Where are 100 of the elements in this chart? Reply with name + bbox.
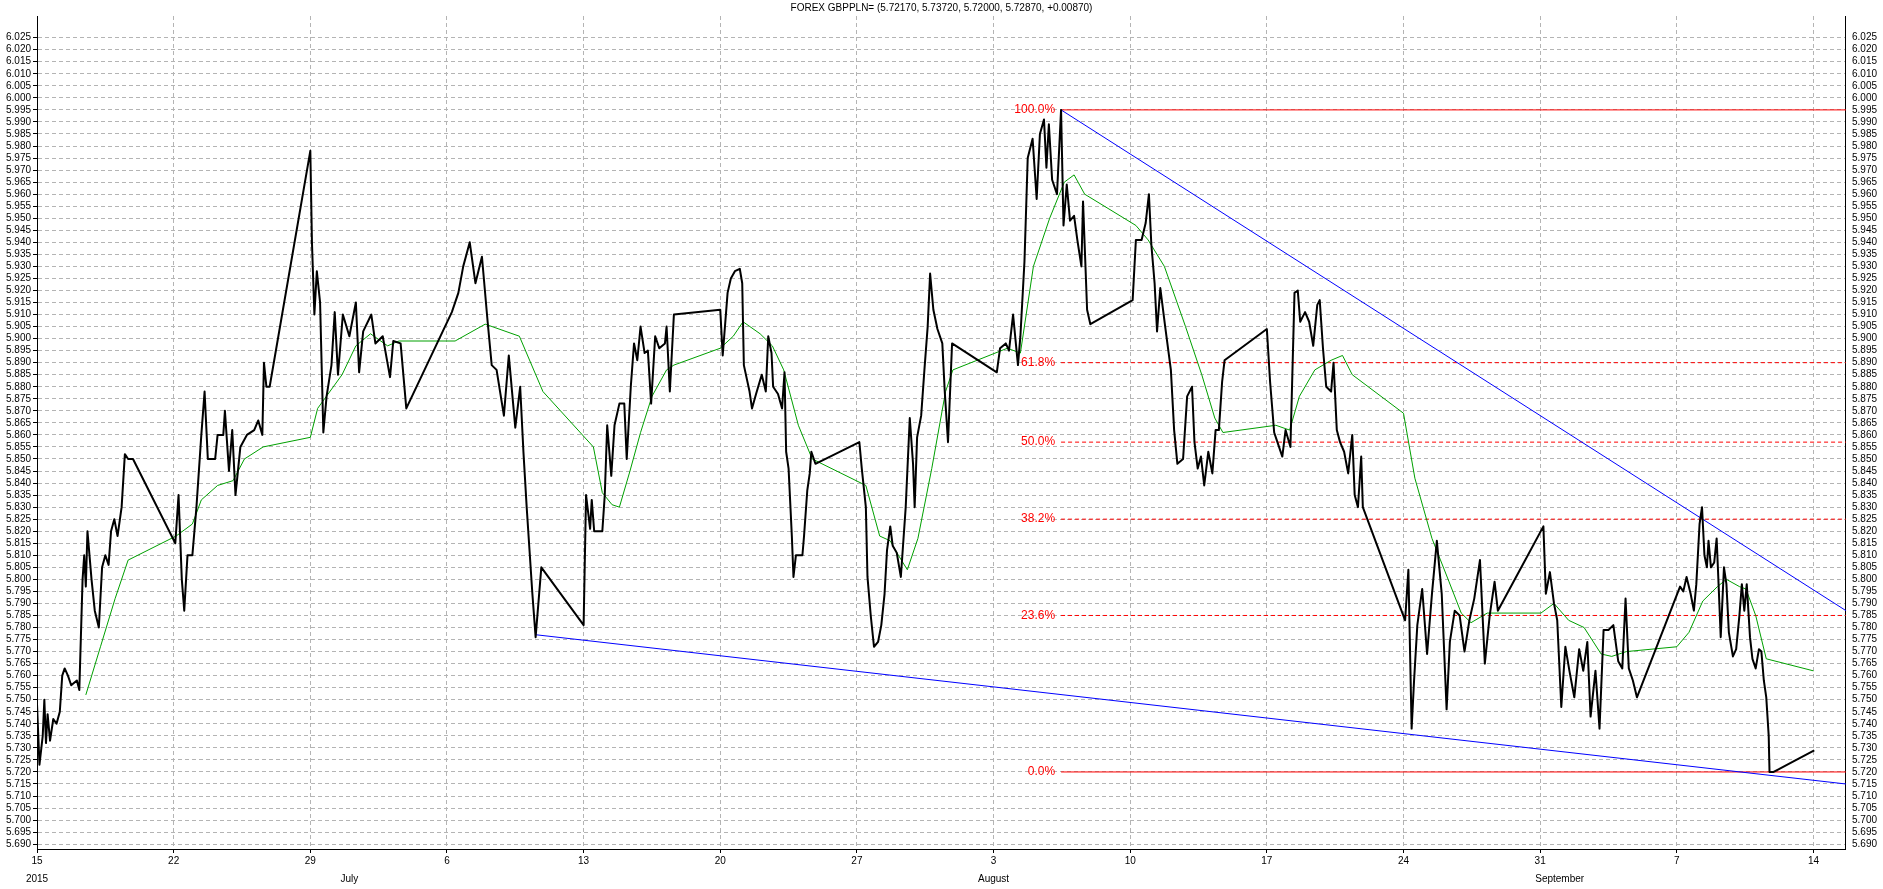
series-label: 23.6% <box>1021 607 1056 622</box>
y2-tick-label: 5.900 <box>1851 332 1878 344</box>
y-tick-label: 5.990 <box>5 115 32 127</box>
y-tick-label: 5.705 <box>5 801 32 813</box>
y-tick-label: 5.795 <box>5 585 32 597</box>
x2-tick-label: September <box>1535 872 1585 884</box>
x-tick-label: 29 <box>304 854 317 866</box>
y-tick-label: 5.925 <box>5 272 32 284</box>
y-tick-label: 5.875 <box>5 392 32 404</box>
y2-tick-label: 5.960 <box>1851 187 1878 199</box>
y-tick-label: 5.910 <box>5 308 32 320</box>
x-tick-label: 13 <box>578 854 590 866</box>
y2-tick-label: 5.730 <box>1851 741 1878 753</box>
y2-tick-label: 6.025 <box>1851 31 1878 43</box>
y-tick-label: 5.935 <box>5 248 32 260</box>
y-tick-label: 5.760 <box>5 669 32 681</box>
y-tick-label: 5.750 <box>5 693 32 705</box>
y-tick-label: 5.745 <box>5 705 32 717</box>
y-tick-label: 5.870 <box>5 404 32 416</box>
y2-tick-label: 5.895 <box>1851 344 1878 356</box>
y-tick-label: 5.690 <box>5 837 32 849</box>
y2-tick-label: 5.995 <box>1851 103 1878 115</box>
y-tick-label: 5.820 <box>5 524 32 536</box>
y2-tick-label: 5.885 <box>1851 368 1878 380</box>
x2-tick-label: August <box>977 872 1010 884</box>
y2-tick-label: 5.710 <box>1851 789 1878 801</box>
y-tick-label: 6.015 <box>5 55 32 67</box>
y-tick-label: 6.025 <box>5 31 32 43</box>
y2-tick-label: 5.830 <box>1851 500 1878 512</box>
y2-tick-label: 5.690 <box>1851 837 1878 849</box>
y2-tick-label: 5.795 <box>1851 585 1878 597</box>
y-tick-label: 5.810 <box>5 549 32 561</box>
y2-tick-label: 6.020 <box>1851 43 1878 55</box>
y-tick-label: 5.865 <box>5 416 32 428</box>
series-label: 38.2% <box>1021 511 1056 526</box>
y2-tick-label: 5.835 <box>1851 488 1878 500</box>
chart-title: FOREX GBPPLN= (5.72170, 5.73720, 5.72000, 5.72870, +0.00870) <box>790 1 1093 13</box>
y2-tick-label: 5.750 <box>1851 693 1878 705</box>
y2-tick-label: 5.850 <box>1851 452 1878 464</box>
y-tick-label: 5.720 <box>5 765 32 777</box>
y2-tick-label: 5.810 <box>1851 549 1878 561</box>
y-tick-label: 5.975 <box>5 151 32 163</box>
x-tick-label: 15 <box>31 854 44 866</box>
y-tick-label: 5.715 <box>5 777 32 789</box>
y-tick-label: 5.960 <box>5 187 32 199</box>
y2-tick-label: 5.775 <box>1851 633 1878 645</box>
y-tick-label: 5.855 <box>5 440 32 452</box>
y-tick-label: 5.845 <box>5 464 32 476</box>
y-tick-label: 5.920 <box>5 284 32 296</box>
y2-tick-label: 5.925 <box>1851 272 1878 284</box>
y2-tick-label: 5.785 <box>1851 609 1878 621</box>
y2-tick-label: 5.990 <box>1851 115 1878 127</box>
y-tick-label: 5.905 <box>5 320 32 332</box>
y2-tick-label: 5.800 <box>1851 573 1878 585</box>
y2-tick-label: 5.720 <box>1851 765 1878 777</box>
y-tick-label: 5.965 <box>5 175 32 187</box>
y2-tick-label: 6.015 <box>1851 55 1878 67</box>
y2-tick-label: 5.865 <box>1851 416 1878 428</box>
y-tick-label: 5.995 <box>5 103 32 115</box>
y-tick-label: 6.005 <box>5 79 32 91</box>
y-tick-label: 5.770 <box>5 645 32 657</box>
x-tick-label: 20 <box>714 854 727 866</box>
y-tick-label: 5.800 <box>5 573 32 585</box>
y-tick-label: 5.860 <box>5 428 32 440</box>
x-tick-label: 24 <box>1397 854 1410 866</box>
y-tick-label: 5.725 <box>5 753 32 765</box>
y-tick-label: 5.900 <box>5 332 32 344</box>
y2-tick-label: 5.945 <box>1851 224 1878 236</box>
y2-tick-label: 5.700 <box>1851 813 1878 825</box>
y2-tick-label: 5.815 <box>1851 537 1878 548</box>
y2-tick-label: 5.935 <box>1851 248 1878 260</box>
y-tick-label: 5.735 <box>5 729 32 741</box>
y-tick-label: 5.885 <box>5 368 32 380</box>
x-tick-label: 17 <box>1261 854 1273 866</box>
y2-tick-label: 5.950 <box>1851 211 1878 223</box>
y-tick-label: 5.895 <box>5 344 32 356</box>
y2-tick-label: 5.890 <box>1851 356 1878 368</box>
y-tick-label: 6.010 <box>5 67 32 79</box>
y-tick-label: 5.835 <box>5 488 32 500</box>
y-tick-label: 5.825 <box>5 512 32 524</box>
y2-tick-label: 5.930 <box>1851 260 1878 272</box>
y2-tick-label: 5.845 <box>1851 464 1878 476</box>
y2-tick-label: 6.000 <box>1851 91 1878 103</box>
y-tick-label: 5.915 <box>5 296 32 308</box>
y2-tick-label: 5.970 <box>1851 163 1878 175</box>
y2-tick-label: 5.985 <box>1851 127 1878 139</box>
y2-tick-label: 5.940 <box>1851 236 1878 248</box>
x-tick-label: 31 <box>1534 854 1547 866</box>
y2-tick-label: 5.905 <box>1851 320 1878 332</box>
y-tick-label: 5.730 <box>5 741 32 753</box>
y-tick-label: 5.980 <box>5 139 32 151</box>
y2-tick-label: 5.820 <box>1851 524 1878 536</box>
x2-tick-label: July <box>340 872 359 884</box>
x-tick-label: 6 <box>444 854 451 866</box>
y2-tick-label: 5.860 <box>1851 428 1878 440</box>
y-tick-label: 5.945 <box>5 224 32 236</box>
y2-tick-label: 5.805 <box>1851 561 1878 573</box>
y-tick-label: 5.950 <box>5 211 32 223</box>
y-tick-label: 6.020 <box>5 43 32 55</box>
y2-tick-label: 5.825 <box>1851 512 1878 524</box>
